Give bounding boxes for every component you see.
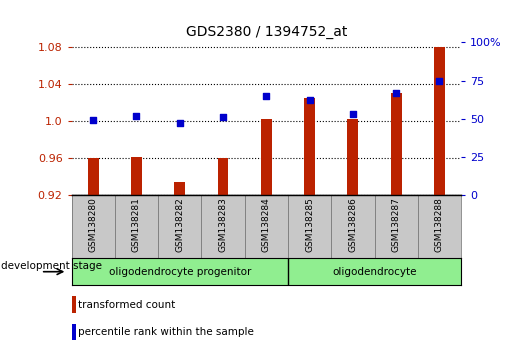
Text: GSM138281: GSM138281 [132,197,141,252]
Bar [434,47,445,195]
Text: percentile rank within the sample: percentile rank within the sample [78,327,254,337]
Point [349,111,357,117]
Bar [218,158,228,195]
Bar [174,182,185,195]
Point [132,113,141,118]
Text: GSM138284: GSM138284 [262,197,271,252]
Text: GSM138282: GSM138282 [175,197,184,252]
Bar [304,98,315,195]
Point [219,114,227,120]
Point [435,78,444,84]
Bar [261,119,272,195]
Point [89,117,98,123]
Text: GSM138283: GSM138283 [218,197,227,252]
Bar [391,93,402,195]
Text: GSM138287: GSM138287 [392,197,401,252]
Point [175,120,184,126]
Text: oligodendrocyte progenitor: oligodendrocyte progenitor [109,267,251,277]
Bar [72,296,76,313]
Bar [72,324,76,340]
Point [305,97,314,103]
Title: GDS2380 / 1394752_at: GDS2380 / 1394752_at [186,25,347,39]
Point [392,90,401,96]
Point [262,93,270,98]
Bar [131,157,142,195]
Text: transformed count: transformed count [78,300,175,310]
Bar [88,158,99,195]
Text: GSM138286: GSM138286 [348,197,357,252]
Bar [348,119,358,195]
Text: development stage: development stage [1,261,102,272]
Text: GSM138288: GSM138288 [435,197,444,252]
Text: GSM138285: GSM138285 [305,197,314,252]
Text: GSM138280: GSM138280 [89,197,98,252]
Text: oligodendrocyte: oligodendrocyte [332,267,417,277]
